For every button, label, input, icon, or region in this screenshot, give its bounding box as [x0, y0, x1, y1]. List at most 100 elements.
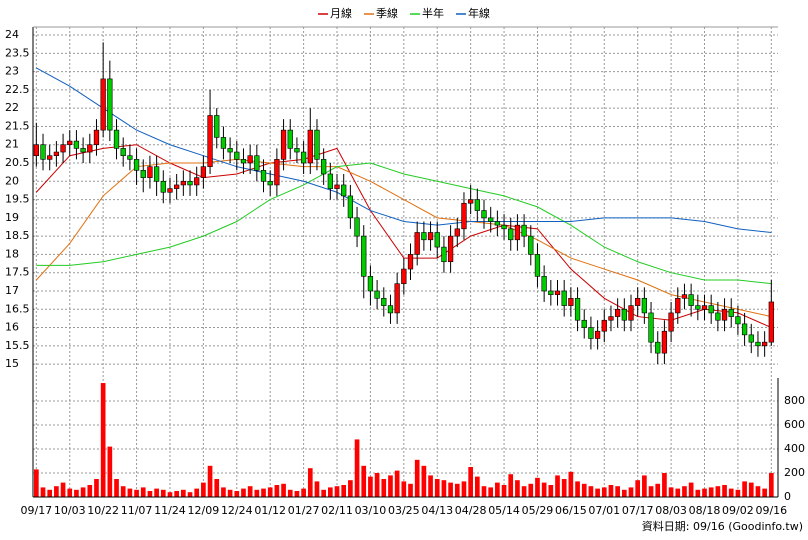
y-tick-label: 20	[5, 174, 19, 187]
volume-bar	[87, 485, 93, 497]
x-tick-label: 12/24	[221, 504, 253, 517]
candle-body	[341, 184, 347, 197]
volume-bar	[374, 473, 380, 497]
volume-bar	[401, 481, 407, 497]
candle-body	[675, 297, 681, 314]
x-tick-label: 11/07	[121, 504, 153, 517]
volume-bar	[301, 488, 306, 497]
volume-bar	[501, 485, 507, 497]
candle-body	[254, 155, 260, 171]
volume-bar	[307, 468, 313, 497]
y2-tick-label: 400	[784, 442, 805, 455]
candle-body	[260, 170, 267, 182]
x-tick-label: 01/12	[254, 504, 286, 517]
volume-bar	[768, 473, 774, 497]
volume-bar	[728, 488, 734, 497]
candle-body	[481, 210, 487, 219]
volume-bar	[341, 485, 347, 497]
volume-bar	[541, 482, 547, 497]
volume-bar	[147, 491, 153, 497]
candle-body	[387, 305, 394, 314]
candle-body	[147, 166, 153, 178]
volume-bar	[160, 489, 166, 497]
volume-bar	[568, 471, 574, 497]
volume-bar	[414, 459, 420, 497]
volume-bar	[327, 487, 333, 497]
candle-body	[488, 217, 494, 222]
candle-body	[581, 319, 587, 328]
candle-body	[568, 297, 574, 306]
volume-bar	[234, 491, 240, 497]
x-tick-label: 07/17	[622, 504, 654, 517]
volume-bar	[421, 465, 427, 497]
candle-body	[741, 323, 748, 336]
y-tick-label: 15.5	[5, 339, 30, 352]
y-tick-label: 15	[5, 357, 19, 370]
candle-body	[247, 155, 253, 164]
candle-body	[33, 144, 39, 156]
legend-label: 年線	[468, 6, 490, 20]
candle-body	[661, 330, 668, 354]
volume-bar	[468, 467, 473, 497]
y-tick-label: 18.5	[5, 229, 30, 242]
volume-bar	[441, 480, 447, 497]
volume-bar	[668, 487, 674, 497]
volume-bar	[167, 492, 173, 497]
candle-body	[761, 341, 768, 347]
candle-body	[73, 140, 80, 149]
volume-bar	[688, 482, 694, 497]
candle-body	[407, 254, 414, 270]
volume-bar	[448, 482, 453, 497]
volume-bar	[254, 489, 260, 497]
x-tick-label: 04/13	[421, 504, 453, 517]
y2-tick-label: 200	[784, 466, 805, 479]
volume-bar	[361, 465, 367, 497]
y-tick-label: 20.5	[5, 156, 30, 169]
volume-bar	[748, 482, 754, 497]
legend-label: 季線	[376, 6, 398, 20]
x-tick-label: 11/24	[154, 504, 186, 517]
candle-body	[421, 232, 427, 241]
candle-body	[715, 312, 721, 321]
candle-body	[615, 308, 621, 317]
volume-bar	[682, 486, 687, 497]
candle-body	[207, 115, 213, 167]
volume-bar	[508, 474, 514, 497]
candle-body	[214, 115, 220, 138]
volume-bar	[648, 486, 654, 497]
candle-body	[354, 217, 360, 237]
candle-body	[300, 151, 307, 164]
candle-body	[427, 232, 434, 241]
volume-bar	[388, 475, 393, 497]
volume-bar	[621, 489, 627, 497]
volume-bar	[54, 486, 59, 497]
x-tick-label: 06/15	[555, 504, 587, 517]
candle-body	[327, 173, 333, 189]
volume-bar	[321, 489, 326, 497]
candle-body	[194, 177, 200, 186]
volume-bar	[274, 485, 280, 497]
volume-bar	[428, 475, 433, 497]
candle-body	[628, 305, 634, 321]
volume-bar	[662, 473, 667, 497]
volume-bar	[581, 483, 587, 497]
volume-bar	[34, 469, 39, 497]
candle-body	[287, 129, 293, 149]
candle-body	[80, 148, 86, 153]
candle-body	[120, 148, 126, 156]
volume-bar	[702, 488, 707, 497]
candle-body	[374, 290, 380, 299]
x-tick-label: 08/18	[689, 504, 721, 517]
volume-bar	[635, 480, 641, 497]
volume-bar	[488, 487, 494, 497]
volume-bar	[381, 479, 387, 497]
volume-bar	[408, 483, 413, 497]
volume-bar	[247, 486, 253, 497]
candle-body	[728, 308, 734, 317]
candle-body	[153, 166, 160, 182]
candle-body	[588, 327, 594, 339]
candle-body	[655, 341, 661, 354]
candle-body	[100, 78, 106, 131]
candle-body	[394, 283, 400, 314]
